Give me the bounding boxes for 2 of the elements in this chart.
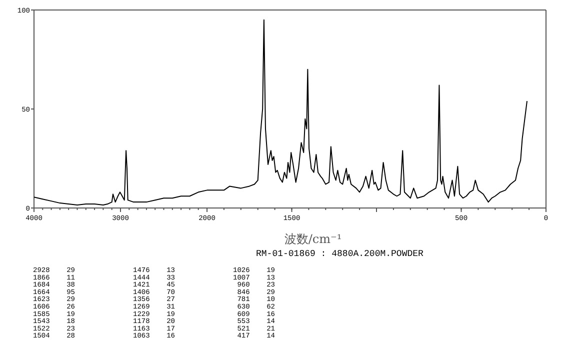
text: RM-01-01869 : 4880A.200M.POWDER (256, 249, 424, 259)
x-axis-title: 波数/cm⁻¹ (284, 232, 342, 246)
